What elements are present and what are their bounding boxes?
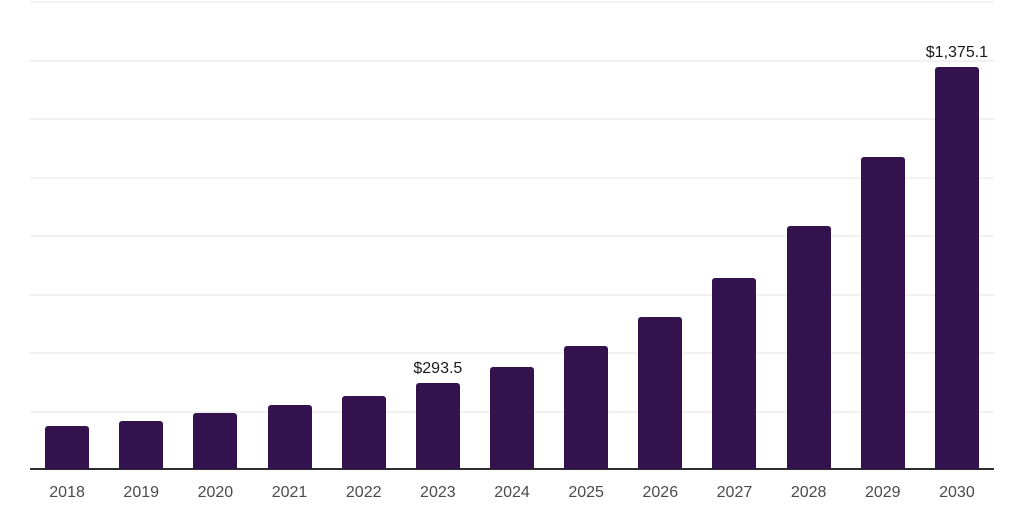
x-tick-2029: 2029 bbox=[864, 484, 901, 501]
gridline-1600 bbox=[30, 1, 994, 4]
data-label-2030: $1,375.1 bbox=[925, 44, 989, 61]
x-tick-2023: 2023 bbox=[420, 484, 456, 501]
gridline-1000 bbox=[30, 176, 994, 179]
gridline-1400 bbox=[30, 59, 994, 62]
bar-2024[interactable] bbox=[490, 367, 534, 469]
x-tick-2028: 2028 bbox=[790, 484, 827, 501]
x-tick-2030: 2030 bbox=[939, 484, 975, 501]
data-label-2023: $293.5 bbox=[413, 360, 463, 378]
bar-2030[interactable] bbox=[934, 67, 979, 469]
gridline-400 bbox=[30, 352, 994, 355]
gridline-1200 bbox=[30, 118, 994, 121]
bar-2027[interactable] bbox=[712, 278, 757, 469]
x-tick-2019: 2019 bbox=[123, 484, 160, 501]
bar-2029[interactable] bbox=[860, 157, 905, 469]
bar-2018[interactable] bbox=[45, 425, 90, 469]
bar-2026[interactable] bbox=[638, 317, 683, 469]
bar-2025[interactable] bbox=[564, 346, 609, 469]
x-tick-2027: 2027 bbox=[716, 484, 753, 501]
bar-2022[interactable] bbox=[341, 396, 386, 469]
x-tick-2025: 2025 bbox=[568, 484, 604, 501]
x-axis-line bbox=[30, 468, 994, 470]
bar-2019[interactable] bbox=[119, 420, 164, 469]
x-tick-2020: 2020 bbox=[197, 484, 234, 501]
gridline-800 bbox=[30, 235, 994, 238]
x-tick-2024: 2024 bbox=[494, 484, 530, 501]
bar-2023[interactable] bbox=[415, 383, 460, 469]
gridline-600 bbox=[30, 293, 994, 296]
x-tick-2021: 2021 bbox=[271, 484, 308, 501]
bar-2020[interactable] bbox=[193, 412, 238, 469]
bar-2028[interactable] bbox=[786, 226, 831, 469]
bar-2021[interactable] bbox=[267, 405, 312, 469]
x-tick-2022: 2022 bbox=[345, 484, 382, 501]
x-tick-2026: 2026 bbox=[642, 484, 679, 501]
x-tick-2018: 2018 bbox=[49, 484, 85, 501]
